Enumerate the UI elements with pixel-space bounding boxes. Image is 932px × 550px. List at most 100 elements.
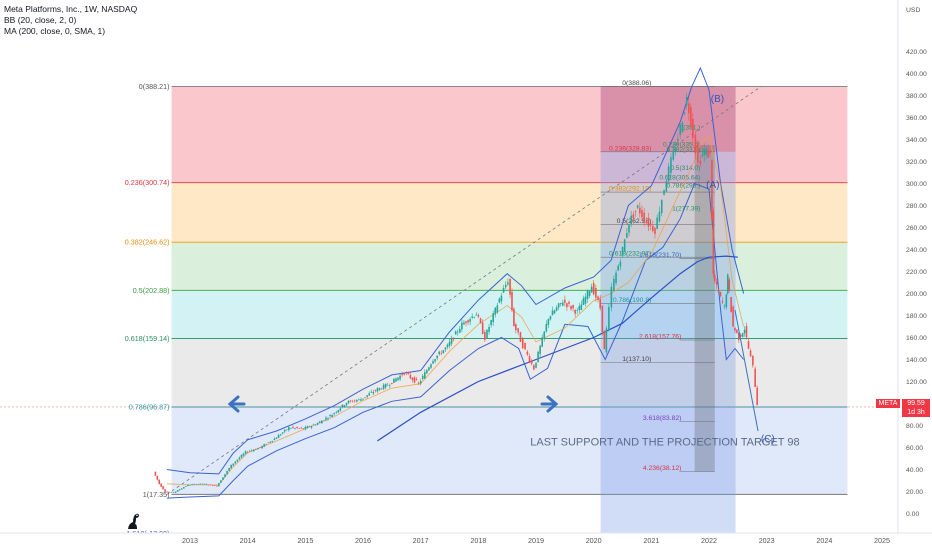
price-candle [236,459,239,462]
projection-level-label: 0(388.06) [622,80,651,87]
price-candle [568,301,570,304]
price-candle [323,420,325,422]
price-candle [267,442,270,443]
price-candle [603,330,606,350]
price-candle [643,212,645,223]
price-candle [242,453,245,456]
x-tick-label: 2024 [816,536,832,545]
price-candle [521,338,524,349]
price-axis-bg [898,0,932,550]
time-axis-bg [0,533,932,550]
price-candle [725,294,728,308]
price-candle [331,415,333,418]
price-candle [533,365,535,370]
y-tick-label: 240.00 [906,247,927,254]
price-candle [337,410,340,413]
price-candle [551,310,554,316]
x-tick-label: 2013 [182,536,198,545]
price-candle [310,426,313,428]
price-candle [588,291,591,296]
y-tick-label: 360.00 [906,115,927,122]
price-candle [178,489,181,491]
price-candle [566,303,568,308]
price-candle [279,434,282,436]
price-candle [269,441,272,443]
fib-zone-band [171,182,848,243]
price-candle [446,344,449,348]
price-candle [275,437,278,439]
price-candle [370,391,373,393]
price-candle [615,272,617,283]
price-candle [511,291,513,311]
y-tick-label: 280.00 [906,203,927,210]
price-candle [719,292,722,297]
price-candle [496,305,499,313]
price-candle [399,375,401,380]
y-tick-label: 400.00 [906,71,927,78]
price-candle [228,467,230,471]
price-candle [721,301,724,303]
price-candle [667,166,670,182]
price-candle [250,450,253,451]
price-candle [630,215,632,224]
price-candle [170,492,173,493]
price-candle [626,233,628,238]
fib-level-label: 0.382(246.62) [125,238,170,247]
price-candle [524,342,526,350]
price-candle [599,298,601,309]
price-candle [442,350,445,354]
price-candle [712,210,715,275]
price-candle [259,447,261,448]
left-arrow-icon [227,395,246,413]
price-candle [358,398,360,400]
price-candle [255,449,257,450]
price-candle [211,485,214,486]
price-candle [515,324,517,331]
inner-fib-label: 0.382(331.) [667,146,701,153]
y-tick-label: 200.00 [906,291,927,298]
right-arrow-icon [540,395,559,413]
price-candle [547,318,550,325]
last-price: 99.59 [907,399,925,407]
bb-upper-line [166,66,745,475]
price-candle [586,290,589,299]
price-candle [734,327,736,331]
price-candle [304,426,307,430]
x-tick-label: 2022 [701,536,717,545]
y-tick-label: 0.00 [906,511,919,518]
price-candle [749,350,752,357]
y-tick-label: 220.00 [906,269,927,276]
projection-level-label: 1(137.10) [622,356,651,363]
price-candle [353,400,356,402]
inner-fib-label: 0.786(298.) [667,183,701,190]
price-candle [574,310,576,314]
price-candle [621,246,624,256]
price-candle [592,283,595,295]
price-candle [263,444,265,447]
price-candle [601,305,604,333]
inner-fib-label: 0(351.) [679,124,700,131]
price-candle [747,341,750,349]
price-candle [384,383,387,388]
price-candle [281,432,284,434]
price-candle [605,328,608,353]
price-candle [277,435,280,438]
price-candle [526,351,529,355]
price-candle [580,304,583,311]
price-candle [519,332,522,342]
price-candle [234,461,237,464]
price-candle [705,149,707,156]
price-candle [597,296,599,300]
price-candle [314,424,317,426]
price-candle [572,305,574,309]
price-candle [634,210,637,212]
y-tick-label: 340.00 [906,137,927,144]
price-candle [421,375,424,379]
price-candle [628,224,630,233]
price-candle [632,214,635,219]
price-candle [156,475,159,480]
price-candle [185,486,187,487]
price-candle [738,332,740,340]
price-candle [743,329,746,334]
